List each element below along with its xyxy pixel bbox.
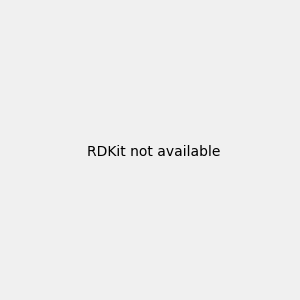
- Text: RDKit not available: RDKit not available: [87, 145, 220, 158]
